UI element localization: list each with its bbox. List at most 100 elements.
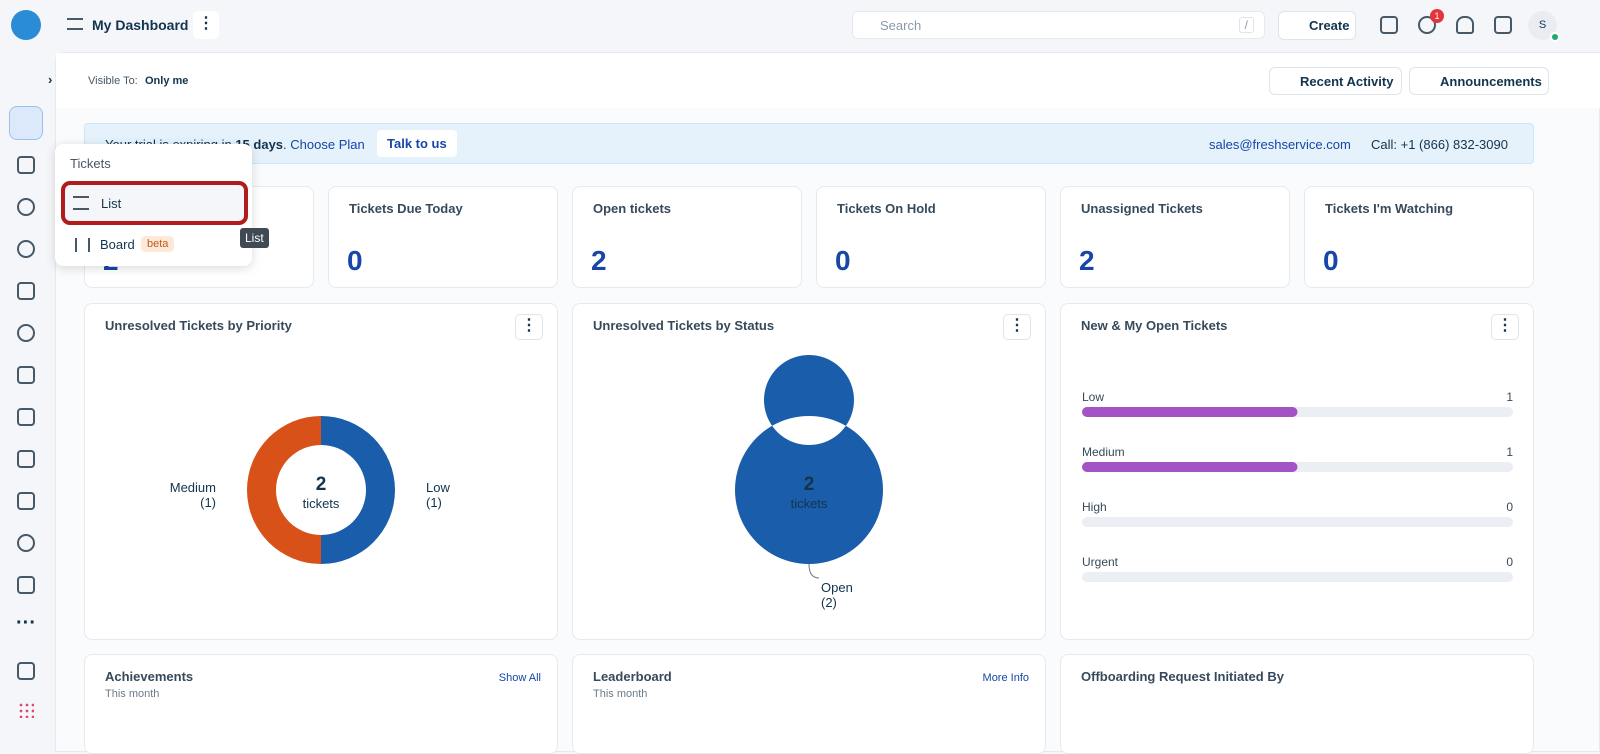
status-dot	[1550, 32, 1560, 42]
segment-label: Low	[426, 480, 450, 495]
tickets-popup: Tickets List Board beta	[55, 144, 252, 266]
nav-icon[interactable]	[17, 198, 35, 216]
bar-label: Low	[1082, 390, 1104, 404]
recent-activity-button[interactable]: Recent Activity	[1269, 67, 1402, 95]
bottom-card: Leaderboard This month More Info	[572, 654, 1046, 754]
menu-icon[interactable]	[67, 18, 83, 30]
stat-value: 2	[1079, 245, 1095, 276]
chart-title: Unresolved Tickets by Status	[593, 318, 775, 333]
popup-title: Tickets	[70, 156, 111, 171]
search-box[interactable]: Search /	[852, 11, 1265, 39]
chart-menu[interactable]: ⋮	[1003, 314, 1031, 340]
card-link[interactable]: More Info	[982, 672, 1029, 684]
sales-call: Call: +1 (866) 832-3090	[1371, 137, 1508, 152]
nav-icon[interactable]	[17, 492, 35, 510]
help-icon[interactable]	[1418, 16, 1436, 34]
card-link[interactable]: Show All	[498, 672, 541, 684]
card-title: Leaderboard	[593, 669, 672, 684]
chart-card: Unresolved Tickets by Status ⋮ Open (2) 2 tic…	[572, 303, 1046, 640]
chart-menu[interactable]: ⋮	[1491, 314, 1519, 340]
stat-label: Open tickets	[593, 201, 672, 216]
nav-icon[interactable]	[17, 408, 35, 426]
bar	[1082, 407, 1298, 417]
more-icon[interactable]: ···	[16, 612, 36, 634]
bar	[1082, 462, 1298, 472]
nav-icon[interactable]	[17, 662, 35, 680]
stat-label: Unassigned Tickets	[1081, 201, 1203, 216]
visible-label: Visible To:	[88, 75, 138, 87]
board-label[interactable]: Board	[100, 237, 135, 252]
search-shortcut: /	[1238, 17, 1254, 33]
card-title: Offboarding Request Initiated By	[1081, 669, 1284, 684]
donut-segment	[247, 416, 321, 564]
leader-line	[808, 563, 820, 579]
stat-label: Tickets I'm Watching	[1325, 201, 1454, 216]
stat-card: Tickets Due Today 0	[328, 186, 558, 288]
segment-value: (1)	[200, 495, 216, 510]
announcements-button[interactable]: Announcements	[1409, 67, 1549, 95]
donut-segment	[734, 355, 883, 564]
beta-badge: beta	[141, 236, 175, 252]
chart-title: Unresolved Tickets by Priority	[105, 318, 292, 333]
sales-email[interactable]: sales@freshservice.com	[1209, 137, 1351, 152]
bar-label: High	[1082, 500, 1107, 514]
stat-value: 0	[835, 245, 851, 276]
bar-value: 0	[1506, 500, 1513, 514]
recent-activity-label: Recent Activity	[1300, 73, 1394, 89]
trial-banner: Your trial is expiring in 15 days. Choos…	[84, 123, 1534, 164]
bell-icon[interactable]	[1456, 16, 1474, 34]
tickets-icon[interactable]	[17, 156, 35, 174]
tooltip: List	[240, 228, 269, 248]
list-label: List	[101, 196, 122, 211]
nav-icon[interactable]	[17, 450, 35, 468]
header-icon[interactable]	[1380, 16, 1398, 34]
donut-center-label: tickets	[791, 496, 828, 511]
bar-value: 0	[1506, 555, 1513, 569]
visible-value: Only me	[145, 75, 189, 87]
stat-card: Open tickets 2	[572, 186, 802, 288]
stat-value: 0	[1323, 245, 1339, 276]
choose-plan-link[interactable]: Choose Plan	[290, 137, 365, 152]
bar-label: Medium	[1082, 445, 1125, 459]
talk-button[interactable]: Talk to us	[377, 130, 457, 157]
nav-icon[interactable]	[17, 576, 35, 594]
stat-label: Tickets Due Today	[349, 201, 463, 216]
stat-card: Unassigned Tickets 2	[1060, 186, 1290, 288]
stat-card: Tickets I'm Watching 0	[1304, 186, 1534, 288]
trial-suffix: .	[283, 137, 287, 152]
title-menu[interactable]: ⋮	[193, 11, 219, 39]
stat-value: 2	[591, 245, 607, 276]
notification-badge: 1	[1430, 9, 1444, 23]
apps-icon[interactable]	[18, 702, 34, 718]
donut-segment	[321, 416, 395, 564]
stat-card: Tickets On Hold 0	[816, 186, 1046, 288]
bottom-card: Offboarding Request Initiated By	[1060, 654, 1534, 754]
create-label: Create	[1309, 18, 1350, 33]
chart-menu[interactable]: ⋮	[515, 314, 543, 340]
dashboard-icon[interactable]	[9, 106, 43, 140]
card-title: Achievements	[105, 669, 194, 684]
bar-value: 1	[1506, 390, 1513, 404]
chart: Low 1 Medium 1 High 0 Urgent 0	[1082, 390, 1513, 582]
chart-title: New & My Open Tickets	[1081, 318, 1228, 333]
list-item[interactable]: List	[61, 181, 248, 225]
nav-icon[interactable]	[17, 366, 35, 384]
collapse-arrow[interactable]: ›	[48, 72, 53, 87]
create-button[interactable]: Create	[1278, 11, 1356, 40]
bottom-card: Achievements This month Show All	[84, 654, 558, 754]
bar-track	[1082, 572, 1513, 582]
bar-track	[1082, 517, 1513, 527]
donut-center-value: 2	[316, 474, 327, 495]
store-icon[interactable]	[1494, 16, 1512, 34]
nav-icon[interactable]	[17, 534, 35, 552]
nav-icon[interactable]	[17, 240, 35, 258]
segment-label: Open	[821, 580, 853, 595]
chart-card: Unresolved Tickets by Priority ⋮ Low (1) Med…	[84, 303, 558, 640]
logo[interactable]	[11, 10, 41, 40]
list-icon	[73, 196, 89, 210]
card-subtitle: This month	[105, 688, 160, 700]
nav-icon[interactable]	[17, 282, 35, 300]
segment-label: Medium	[170, 480, 216, 495]
nav-icon[interactable]	[17, 324, 35, 342]
